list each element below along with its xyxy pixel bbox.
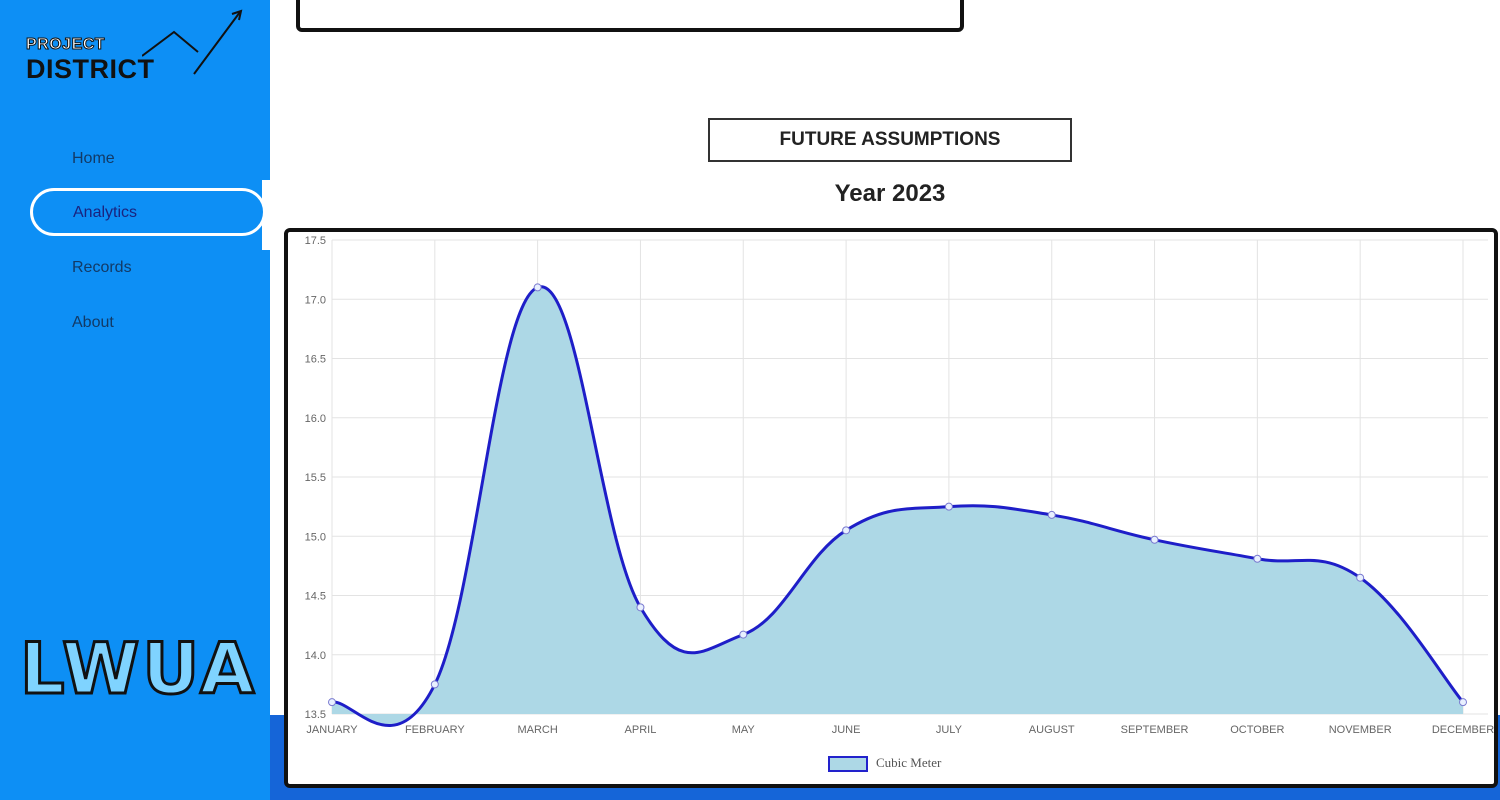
area-chart: 13.5 14.0 14.5 15.0 15.5 16.0 16.5 17.0 17.5 JANU… <box>305 235 1494 736</box>
nav-about[interactable]: About <box>72 314 114 331</box>
data-point <box>430 680 439 689</box>
x-tick-label: SEPTEMBER <box>1121 724 1189 736</box>
y-tick-label: 13.5 <box>305 709 326 721</box>
data-point <box>842 526 851 535</box>
data-point <box>328 698 336 707</box>
legend-swatch[interactable] <box>828 756 868 772</box>
x-tick-label: MARCH <box>517 724 557 736</box>
chart-panel: 13.5 14.0 14.5 15.0 15.5 16.0 16.5 17.0 17.5 JANU… <box>284 228 1498 788</box>
y-tick-label: 14.5 <box>305 591 326 603</box>
logo-line2: DISTRICT <box>26 54 155 84</box>
logo-line1: PROJECT <box>25 36 106 54</box>
data-point <box>739 630 748 639</box>
future-assumptions-heading: FUTURE ASSUMPTIONS <box>708 118 1072 162</box>
data-point <box>1150 535 1159 544</box>
nav-records[interactable]: Records <box>72 259 132 276</box>
data-point <box>1356 573 1365 582</box>
y-tick-label: 16.5 <box>305 354 326 366</box>
nav-analytics-label: Analytics <box>73 204 138 221</box>
top-panel <box>296 0 964 32</box>
x-tick-label: DECEMBER <box>1432 724 1494 736</box>
lwua-logo: LWUA <box>18 627 258 712</box>
data-point <box>1459 698 1467 707</box>
x-tick-label: NOVEMBER <box>1329 724 1392 736</box>
series-area <box>332 286 1463 726</box>
nav-analytics[interactable]: Analytics <box>30 188 266 236</box>
y-tick-label: 14.0 <box>305 650 326 662</box>
x-tick-label: JANUARY <box>306 724 358 736</box>
year-title: Year 2023 <box>834 180 946 207</box>
data-point <box>1253 554 1262 563</box>
x-tick-label: APRIL <box>625 724 657 736</box>
data-point <box>533 283 542 292</box>
legend-label[interactable]: Cubic Meter <box>876 755 942 770</box>
y-tick-label: 17.0 <box>305 294 326 306</box>
y-tick-label: 16.0 <box>305 413 326 425</box>
sidebar-notch <box>262 180 274 250</box>
data-point <box>636 603 645 612</box>
x-tick-label: JULY <box>936 724 963 736</box>
x-tick-label: JUNE <box>832 724 861 736</box>
y-tick-label: 15.5 <box>305 472 326 484</box>
chart-arrow-icon <box>142 9 243 75</box>
x-tick-label: AUGUST <box>1029 724 1075 736</box>
x-tick-label: MAY <box>732 724 756 736</box>
data-point <box>1047 510 1056 519</box>
x-tick-label: OCTOBER <box>1230 724 1284 736</box>
data-point <box>944 502 953 511</box>
project-district-logo[interactable]: PROJECT DISTRICT <box>24 8 254 88</box>
nav-home[interactable]: Home <box>72 150 115 167</box>
y-tick-label: 17.5 <box>305 235 326 247</box>
y-tick-label: 15.0 <box>305 531 326 543</box>
sidebar: PROJECT DISTRICT Home Analytics Records … <box>0 0 274 800</box>
x-tick-label: FEBRUARY <box>405 724 465 736</box>
